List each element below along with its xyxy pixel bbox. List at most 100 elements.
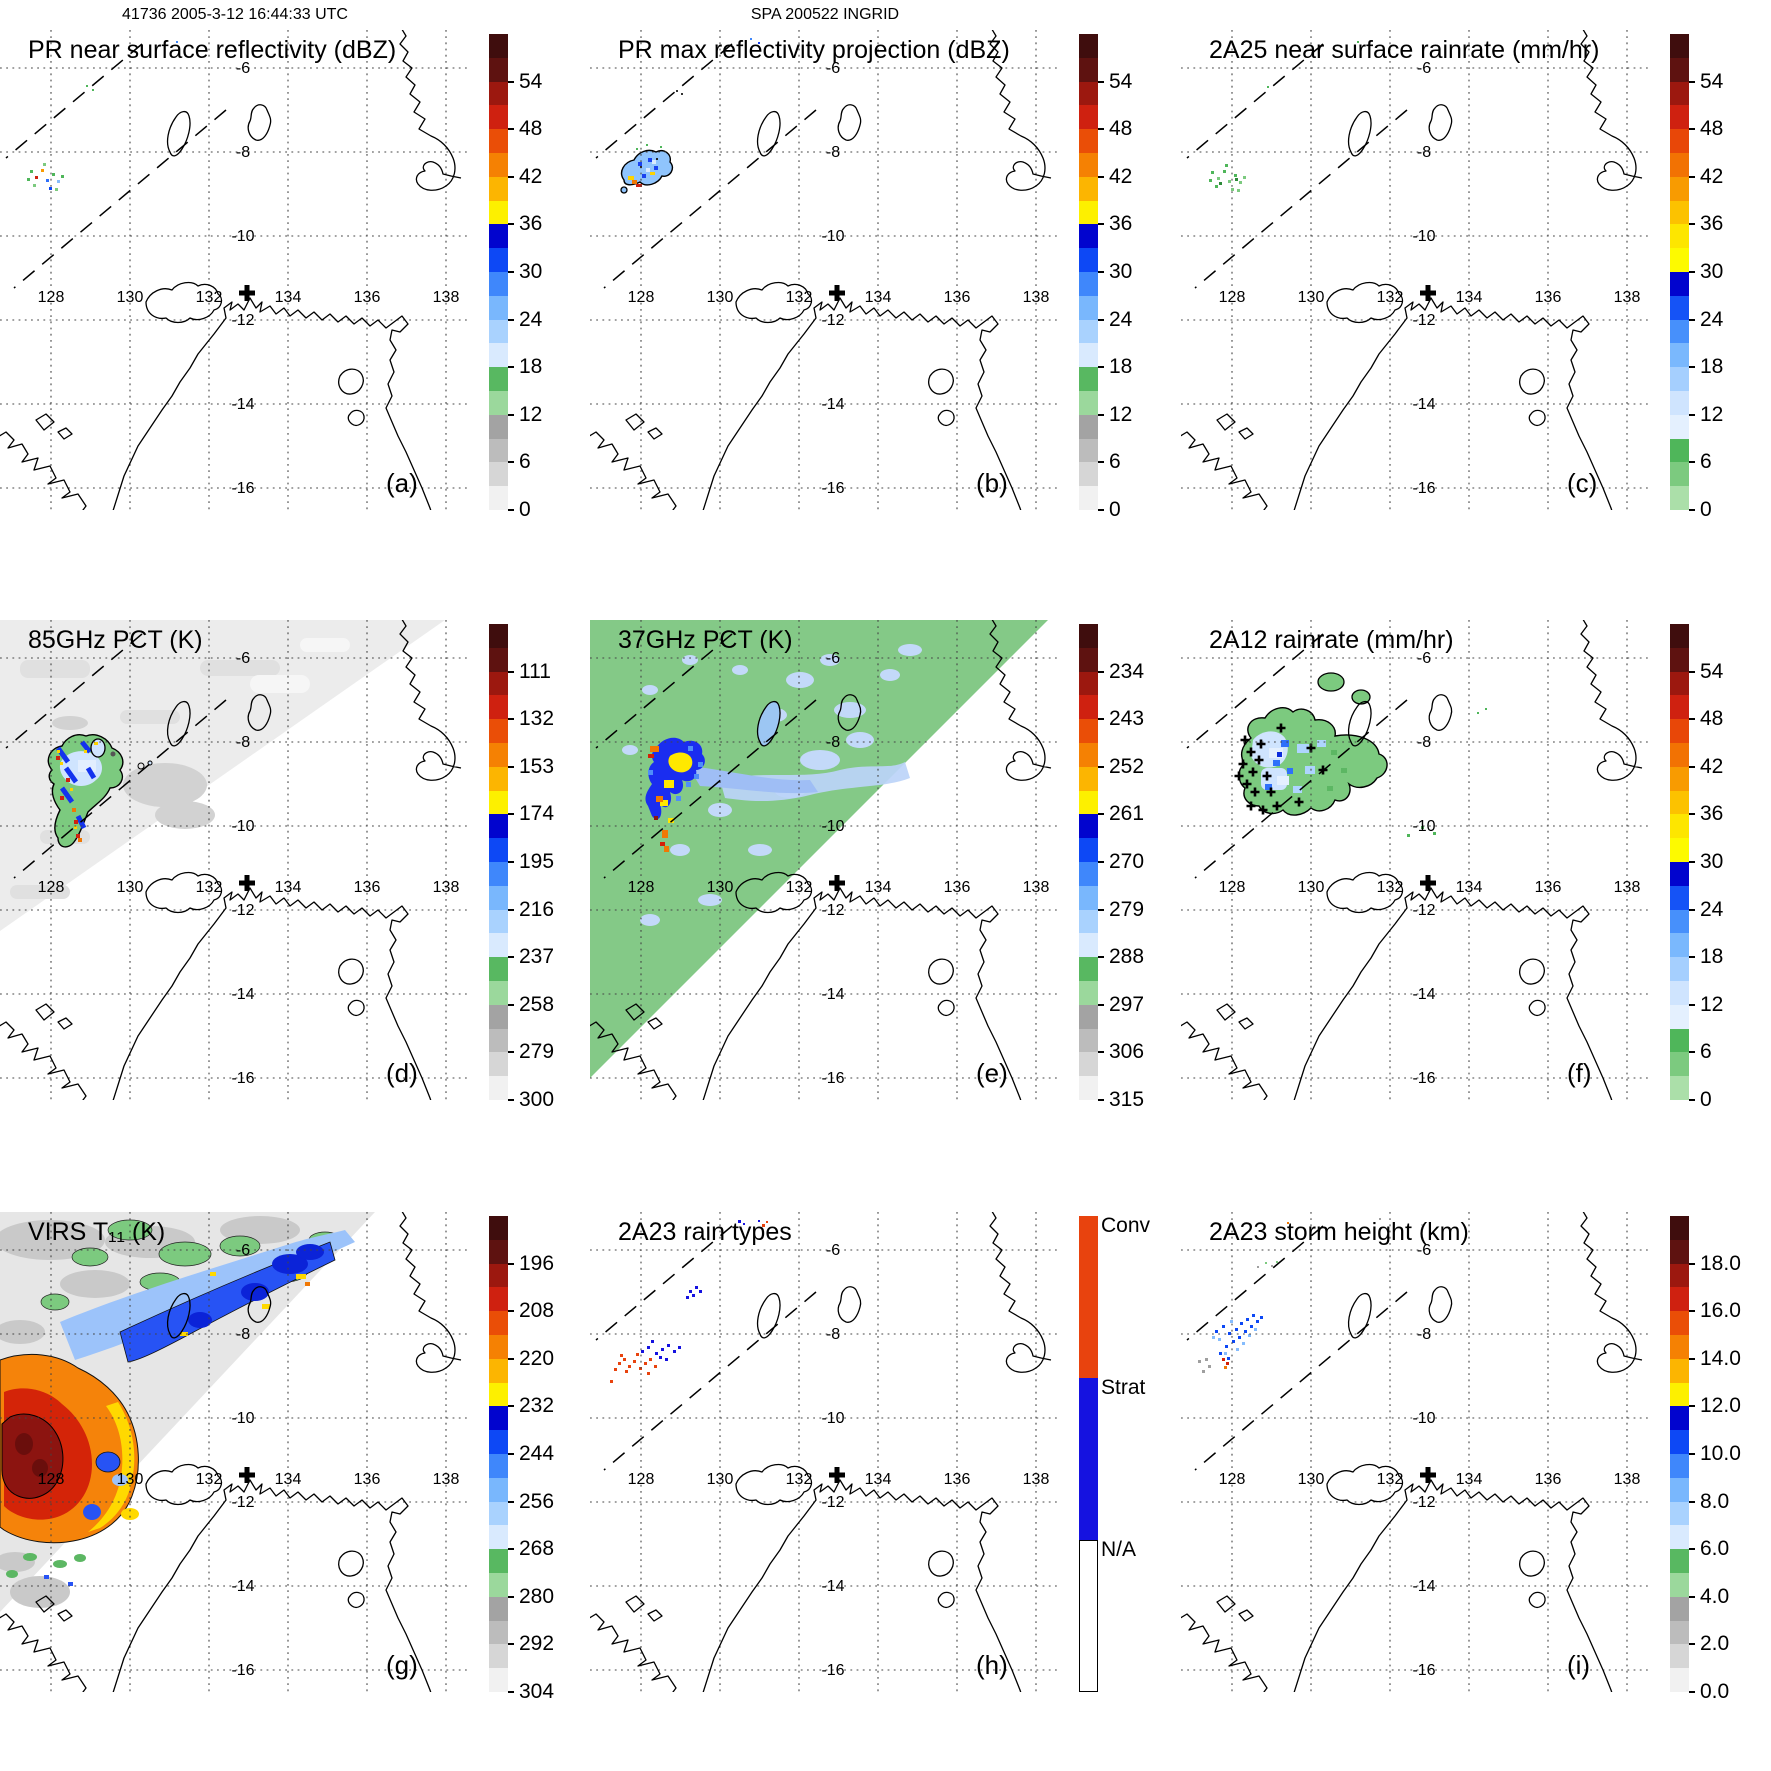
lat-label: -14 [231, 1578, 254, 1595]
colorbar-tick-label: 48 [1700, 117, 1724, 141]
colorbar-block [489, 766, 508, 792]
colorbar-tick-label: 54 [1109, 69, 1133, 93]
colorbar-block [489, 885, 508, 911]
colorbar-block [489, 1454, 508, 1479]
colorbar-block [1670, 1263, 1689, 1288]
map-2a12-rainrate: 128 130 132 134 136 138 -6 -8 -10 -12 -14 -16 (f) [1181, 620, 1651, 1100]
colorbar-block [1079, 790, 1098, 815]
colorbar-tick [508, 271, 514, 273]
colorbar-block [489, 57, 508, 83]
colorbar-block [489, 1620, 508, 1645]
geo-labels: 128 130 132 134 136 138 -6 -8 -10 -12 -14 -16 [628, 60, 1050, 497]
colorbar-block [489, 647, 508, 673]
storm-height-pixels [1198, 1218, 1423, 1373]
colorbar-tick-label: 12 [1700, 992, 1724, 1016]
lon-label: 134 [1456, 1471, 1483, 1488]
colorbar-block [1670, 1239, 1689, 1265]
lat-label: -10 [1412, 818, 1435, 835]
colorbar-block [1079, 176, 1098, 202]
colorbar-block [489, 671, 508, 696]
colorbar-tick-label: 48 [519, 117, 543, 141]
colorbar-37ghz-pct: 234 243 252 261 270 279 288 297 306 315 [1079, 624, 1177, 1111]
colorbar-tick-label: 30 [1109, 260, 1133, 283]
lon-label: 134 [865, 289, 892, 306]
colorbar-tick [508, 1051, 514, 1054]
colorbar-block [489, 1216, 508, 1241]
colorbar-block [1670, 885, 1689, 911]
colorbar-tick [1689, 813, 1695, 816]
colorbar-block [1079, 81, 1098, 106]
lat-label: -6 [236, 650, 250, 667]
colorbar-block [489, 1430, 508, 1455]
colorbar-block [489, 81, 508, 106]
geo-labels: 128 130 132 134 136 138 -6 -8 -10 -12 -14 -16 [1219, 60, 1641, 497]
colorbar-tick-label: 12.0 [1700, 1394, 1741, 1418]
colorbar-tick [508, 1595, 514, 1598]
colorbar-tick [1689, 861, 1695, 863]
colorbar-tick [508, 765, 514, 768]
colorbar-tick-label: 42 [1109, 164, 1133, 188]
colorbar-tick [508, 1262, 514, 1265]
colorbar-block [1079, 438, 1098, 463]
colorbar-block [489, 176, 508, 202]
lat-label: -10 [821, 1410, 844, 1427]
colorbar-block [489, 129, 508, 154]
colorbar-block [1079, 486, 1098, 511]
lon-label: 128 [628, 289, 655, 306]
lon-label: 130 [117, 289, 144, 306]
colorbar-tick-label: 0 [519, 498, 531, 521]
colorbar-block [1670, 1620, 1689, 1645]
colorbar-block [1670, 1596, 1689, 1622]
colorbar-block [1670, 1549, 1689, 1574]
colorbar-tick [1098, 223, 1104, 226]
lon-label: 128 [1219, 289, 1246, 306]
colorbar-rainrate: 54 48 42 36 30 24 18 12 6 0 [1670, 34, 1768, 521]
lon-label: 130 [117, 879, 144, 896]
lon-label: 136 [354, 879, 381, 896]
lon-label: 134 [1456, 879, 1483, 896]
colorbar-block [1079, 695, 1098, 720]
geo-labels: 128 130 132 134 136 138 -6 -8 -10 -12 -14 -16 [38, 1242, 460, 1679]
colorbar-block [1670, 766, 1689, 792]
colorbar-block [1670, 1358, 1689, 1384]
colorbar-tick-label: 270 [1109, 850, 1145, 873]
colorbar-tick [1689, 908, 1695, 911]
swath-field [0, 620, 445, 931]
colorbar-block [1670, 933, 1689, 958]
colorbar-storm-height: 18.0 16.0 14.0 12.0 10.0 8.0 6.0 4.0 2.0 0.0 [1670, 1216, 1768, 1703]
colorbar-block [1079, 1377, 1098, 1540]
colorbar-block [1079, 719, 1098, 744]
colorbar-block [489, 343, 508, 368]
colorbar-block [1079, 343, 1098, 368]
lat-label: -12 [231, 1494, 254, 1511]
colorbar-tick [508, 509, 514, 511]
colorbar-tick-label: 12 [1109, 402, 1133, 426]
lat-label: -10 [231, 818, 254, 835]
colorbar-tick [1098, 670, 1104, 673]
colorbar-tick [1098, 908, 1104, 911]
colorbar-block [1670, 1311, 1689, 1336]
colorbar-tick [1689, 80, 1695, 83]
colorbar-rainrate: 54 48 42 36 30 24 18 12 6 0 [1670, 624, 1768, 1111]
lat-label: -16 [231, 480, 254, 497]
colorbar-block [1670, 814, 1689, 839]
colorbar-tick-label: 30 [519, 260, 543, 283]
colorbar-tick-label: 258 [519, 992, 555, 1016]
colorbar-tick [1098, 366, 1104, 369]
colorbar-block [1670, 743, 1689, 768]
colorbar-tick-label: 261 [1109, 802, 1145, 826]
colorbar-tick-label: 6 [1700, 1040, 1712, 1064]
colorbar-block [489, 1477, 508, 1503]
colorbar-block [1079, 105, 1098, 130]
lon-label: 138 [1614, 1471, 1641, 1488]
colorbar-tick-label: 16.0 [1700, 1299, 1741, 1323]
colorbar-block [1670, 909, 1689, 934]
colorbar-tick-label: 304 [519, 1680, 555, 1703]
lon-label: 136 [1535, 1471, 1562, 1488]
colorbar-block [1079, 319, 1098, 344]
lat-label: -6 [1417, 1242, 1431, 1259]
colorbar-tick-label: 42 [1700, 754, 1724, 778]
colorbar-block [1670, 1454, 1689, 1479]
lat-label: -10 [1412, 228, 1435, 245]
colorbar-block [1079, 272, 1098, 297]
